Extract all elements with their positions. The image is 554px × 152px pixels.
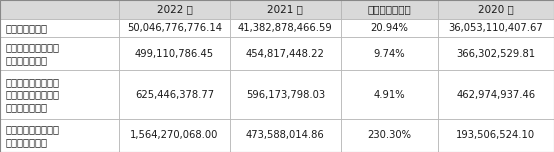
Text: 596,173,798.03: 596,173,798.03	[246, 90, 325, 100]
Text: 2021 年: 2021 年	[268, 4, 303, 14]
Bar	[438, 119, 554, 152]
Bar	[0, 37, 119, 70]
Bar	[119, 37, 230, 70]
Text: 本年比上年增减: 本年比上年增减	[367, 4, 411, 14]
Text: 2022 年: 2022 年	[157, 4, 192, 14]
Bar	[0, 19, 119, 37]
Bar	[230, 70, 341, 119]
Text: 36,053,110,407.67: 36,053,110,407.67	[448, 23, 543, 33]
Text: 230.30%: 230.30%	[367, 130, 411, 140]
Text: 366,302,529.81: 366,302,529.81	[456, 49, 535, 59]
Text: 4.91%: 4.91%	[373, 90, 405, 100]
Bar	[0, 70, 119, 119]
Bar	[0, 119, 119, 152]
Text: 20.94%: 20.94%	[370, 23, 408, 33]
Bar	[438, 0, 554, 19]
Bar	[341, 119, 438, 152]
Text: 625,446,378.77: 625,446,378.77	[135, 90, 214, 100]
Bar	[341, 37, 438, 70]
Bar	[119, 19, 230, 37]
Bar	[438, 19, 554, 37]
Bar	[230, 119, 341, 152]
Text: 归属于上市公司股东
的净利润（元）: 归属于上市公司股东 的净利润（元）	[5, 42, 59, 65]
Bar	[438, 37, 554, 70]
Text: 499,110,786.45: 499,110,786.45	[135, 49, 214, 59]
Text: 193,506,524.10: 193,506,524.10	[456, 130, 535, 140]
Text: 9.74%: 9.74%	[373, 49, 405, 59]
Text: 归属于上市公司股东
的扣除非经常性损益
的净利润（元）: 归属于上市公司股东 的扣除非经常性损益 的净利润（元）	[5, 77, 59, 112]
Bar	[230, 0, 341, 19]
Text: 1,564,270,068.00: 1,564,270,068.00	[130, 130, 219, 140]
Text: 41,382,878,466.59: 41,382,878,466.59	[238, 23, 333, 33]
Text: 473,588,014.86: 473,588,014.86	[246, 130, 325, 140]
Bar	[341, 19, 438, 37]
Bar	[119, 70, 230, 119]
Bar	[119, 0, 230, 19]
Text: 462,974,937.46: 462,974,937.46	[456, 90, 535, 100]
Bar	[0, 0, 119, 19]
Text: 营业收入（元）: 营业收入（元）	[5, 23, 47, 33]
Text: 2020 年: 2020 年	[478, 4, 514, 14]
Bar	[119, 119, 230, 152]
Bar	[230, 37, 341, 70]
Bar	[230, 19, 341, 37]
Bar	[341, 0, 438, 19]
Bar	[341, 70, 438, 119]
Bar	[438, 70, 554, 119]
Text: 50,046,776,776.14: 50,046,776,776.14	[127, 23, 222, 33]
Text: 454,817,448.22: 454,817,448.22	[246, 49, 325, 59]
Text: 经营活动产生的现金
流量净额（元）: 经营活动产生的现金 流量净额（元）	[5, 124, 59, 147]
